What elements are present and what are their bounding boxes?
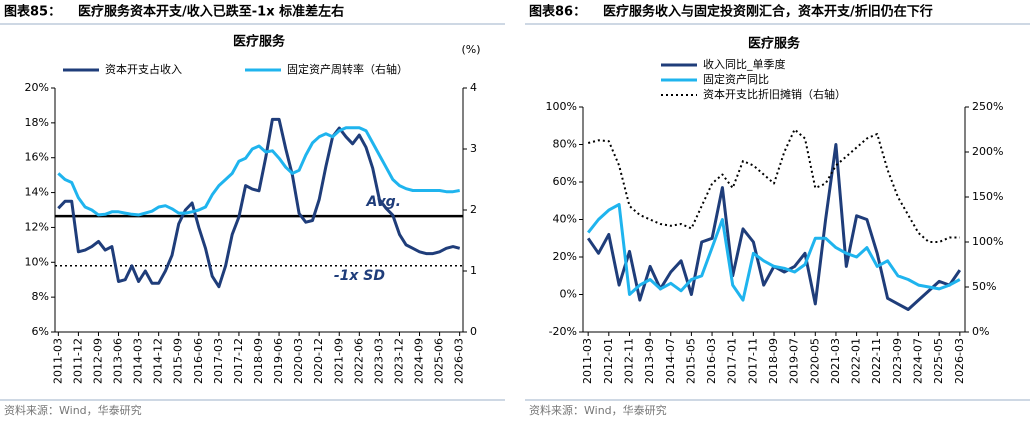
series-line [57, 126, 460, 217]
x-tick-label: 2020-12 [312, 338, 325, 384]
y-tick-label: 20% [25, 81, 49, 94]
x-tick-label: 2018-09 [767, 338, 780, 384]
x-tick-label: 2012-01 [602, 338, 615, 384]
y2-tick-label: 50% [972, 280, 996, 293]
x-tick-label: 2017-01 [726, 338, 739, 384]
x-tick-label: 2023-09 [891, 338, 904, 384]
y-tick-label: 16% [25, 151, 49, 164]
legend-label: 资本开支比折旧摊销（右轴） [703, 87, 846, 101]
x-tick-label: 2019-06 [272, 338, 285, 384]
y2-tick-label: 4 [470, 81, 477, 94]
x-tick-label: 2017-12 [232, 338, 245, 384]
x-tick-label: 2022-06 [352, 338, 365, 384]
x-tick-label: 2019-07 [788, 338, 801, 384]
x-tick-label: 2021-09 [332, 338, 345, 384]
y2-tick-label: 100% [972, 235, 1003, 248]
x-tick-label: 2022-11 [870, 338, 883, 384]
series-line [586, 143, 962, 311]
y-tick-label: 0% [560, 288, 577, 301]
caption: 医疗服务资本开支/收入已跌至-1x 标准差左右 [78, 4, 344, 20]
y-tick-label: 10% [25, 255, 49, 268]
y2-tick-label: 250% [972, 100, 1003, 113]
y-tick-label: 6% [32, 325, 49, 338]
x-tick-label: 2017-11 [746, 338, 759, 384]
x-tick-label: 2018-09 [252, 338, 265, 384]
x-tick-label: 2012-09 [91, 338, 104, 384]
chart-title: 医疗服务 [233, 34, 286, 50]
x-tick-label: 2013-06 [112, 338, 125, 384]
y-tick-label: 12% [25, 220, 49, 233]
x-tick-label: 2015-05 [684, 338, 697, 384]
x-tick-label: 2017-03 [212, 338, 225, 384]
y-tick-label: 18% [25, 116, 49, 129]
x-tick-label: 2020-03 [292, 338, 305, 384]
x-tick-label: 2026-03 [453, 338, 466, 384]
y2-tick-label: 200% [972, 145, 1003, 158]
chart-title: 医疗服务 [748, 36, 801, 52]
x-tick-label: 2014-12 [152, 338, 165, 384]
x-tick-label: 2014-07 [664, 338, 677, 384]
x-tick-label: 2012-11 [622, 338, 635, 384]
x-tick-label: 2024-07 [912, 338, 925, 384]
x-tick-label: 2014-03 [132, 338, 145, 384]
legend-label: 收入同比_单季度 [703, 57, 786, 71]
legend-label: 资本开支占收入 [105, 62, 182, 76]
y-tick-label: 100% [546, 100, 577, 113]
caption-number: 图表86： [529, 4, 586, 20]
caption-number: 图表85： [4, 4, 61, 20]
y2-tick-label: 2 [470, 203, 477, 216]
series-line [57, 117, 461, 289]
y-tick-label: 80% [553, 138, 577, 151]
series-line [587, 128, 960, 243]
x-tick-label: 2013-09 [643, 338, 656, 384]
source: 资料来源：Wind，华泰研究 [529, 403, 667, 417]
caption: 医疗服务收入与固定投资刚汇合，资本开支/折旧仍在下行 [603, 4, 933, 20]
x-tick-label: 2021-03 [829, 338, 842, 384]
source: 资料来源：Wind，华泰研究 [4, 403, 142, 417]
x-tick-label: 2015-09 [172, 338, 185, 384]
y2-tick-label: 0 [470, 325, 477, 338]
x-tick-label: 2025-05 [932, 338, 945, 384]
legend-label: 固定资产周转率（右轴） [287, 62, 408, 76]
y-tick-label: 60% [553, 175, 577, 188]
x-tick-label: 2023-12 [392, 338, 405, 384]
x-tick-label: 2011-03 [51, 338, 64, 384]
x-tick-label: 2024-09 [413, 338, 426, 384]
x-tick-label: 2016-06 [192, 338, 205, 384]
x-tick-label: 2022-01 [850, 338, 863, 384]
y-tick-label: 14% [25, 186, 49, 199]
y-tick-label: 8% [32, 290, 49, 303]
legend-label: 固定资产同比 [703, 72, 769, 86]
y2-tick-label: 150% [972, 190, 1003, 203]
x-tick-label: 2023-03 [372, 338, 385, 384]
x-tick-label: 2020-05 [808, 338, 821, 384]
x-tick-label: 2016-03 [705, 338, 718, 384]
x-tick-label: 2025-06 [433, 338, 446, 384]
y-tick-label: 20% [553, 250, 577, 263]
series-line [587, 203, 961, 302]
y2-tick-label: 1 [470, 264, 477, 277]
x-tick-label: 2011-12 [71, 338, 84, 384]
x-tick-label: 2026-03 [953, 338, 966, 384]
y2-axis-label: (%) [461, 43, 480, 56]
x-tick-label: 2011-03 [581, 338, 594, 384]
y2-tick-label: 3 [470, 142, 477, 155]
reference-label: -1x SD [334, 268, 385, 284]
y-tick-label: 40% [553, 213, 577, 226]
y-tick-label: -20% [549, 325, 577, 338]
y2-tick-label: 0% [972, 325, 989, 338]
